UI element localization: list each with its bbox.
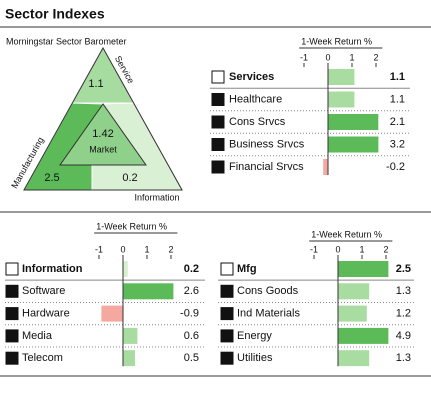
sector-icon [5, 329, 19, 343]
sector-value: 1.3 [396, 285, 411, 297]
bar [123, 283, 174, 300]
bar [328, 136, 379, 153]
sector-value: 1.1 [390, 93, 405, 105]
x-tick-label: 1 [359, 244, 364, 254]
bar [338, 305, 367, 322]
sector-value: 4.9 [396, 330, 411, 342]
barometer [23, 46, 183, 191]
sector-value: 0.6 [184, 330, 199, 342]
x-tick-label: 0 [325, 52, 330, 62]
x-tick-label: 0 [335, 244, 340, 254]
sector-value: -0.9 [180, 308, 199, 320]
sector-icon [211, 115, 225, 129]
x-tick-label: 2 [168, 244, 173, 254]
service-value: 1.1 [88, 78, 103, 90]
sector-header-value: 2.5 [396, 263, 411, 275]
sector-header-value: 1.1 [390, 71, 405, 83]
sector-icon [211, 70, 225, 84]
x-tick-label: 0 [120, 244, 125, 254]
axis-title: 1-Week Return % [96, 221, 167, 231]
sector-icon [5, 307, 19, 321]
sector-value: 1.3 [396, 352, 411, 364]
bar [338, 327, 389, 344]
sector-value: 0.5 [184, 352, 199, 364]
sector-name: Ind Materials [237, 308, 300, 320]
page-title: Sector Indexes [5, 6, 105, 22]
sector-icon [5, 351, 19, 365]
x-tick-label: -1 [310, 244, 318, 254]
sector-value: 2.6 [184, 285, 199, 297]
sector-value: 3.2 [390, 138, 405, 150]
sector-name: Financial Srvcs [229, 161, 304, 173]
sector-icon [220, 262, 234, 276]
bar [123, 261, 128, 277]
bar [328, 91, 355, 108]
sector-icon [220, 307, 234, 321]
information-value: 0.2 [122, 172, 137, 184]
sector-name: Cons Srvcs [229, 116, 286, 128]
bar [123, 327, 138, 344]
bar [328, 69, 355, 85]
axis-title: 1-Week Return % [311, 229, 382, 239]
sector-icon [5, 284, 19, 298]
bar [328, 114, 379, 130]
sector-icon [220, 351, 234, 365]
bar [338, 350, 370, 367]
market-region [59, 103, 147, 166]
bar [101, 305, 123, 322]
bar [323, 159, 328, 175]
information-label: Information [134, 192, 179, 202]
sector-name: Telecom [22, 352, 63, 364]
bar [123, 350, 135, 367]
market-label: Market [89, 144, 117, 154]
sector-icon [211, 138, 225, 151]
sector-header-value: 0.2 [184, 263, 199, 275]
sector-header-name: Information [22, 263, 83, 275]
sector-icon [5, 262, 19, 276]
sector-value: 1.2 [396, 308, 411, 320]
barometer-title: Morningstar Sector Barometer [6, 36, 127, 46]
triangle-outline [23, 46, 183, 191]
sector-header-name: Mfg [237, 263, 257, 275]
x-tick-label: 2 [383, 244, 388, 254]
axis-title: 1-Week Return % [301, 36, 372, 46]
manufacturing-value: 2.5 [44, 172, 59, 184]
x-tick-label: 1 [349, 52, 354, 62]
sector-name: Cons Goods [237, 285, 299, 297]
sector-name: Hardware [22, 308, 70, 320]
x-tick-label: -1 [95, 244, 103, 254]
x-tick-label: -1 [300, 52, 308, 62]
sector-header-name: Services [229, 71, 274, 83]
sector-name: Utilities [237, 352, 273, 364]
sector-name: Media [22, 330, 53, 342]
x-tick-label: 2 [373, 52, 378, 62]
bar [338, 283, 370, 300]
sector-icon [211, 160, 225, 174]
x-tick-label: 1 [144, 244, 149, 254]
sector-name: Software [22, 285, 65, 297]
sector-value: -0.2 [386, 161, 405, 173]
bar [338, 261, 389, 277]
sector-name: Healthcare [229, 93, 282, 105]
sector-value: 2.1 [390, 116, 405, 128]
market-value: 1.42 [92, 128, 113, 140]
sector-icon [220, 329, 234, 343]
sector-name: Business Srvcs [229, 138, 305, 150]
sector-icon [211, 93, 225, 106]
sector-name: Energy [237, 330, 272, 342]
sector-icon [220, 284, 234, 298]
